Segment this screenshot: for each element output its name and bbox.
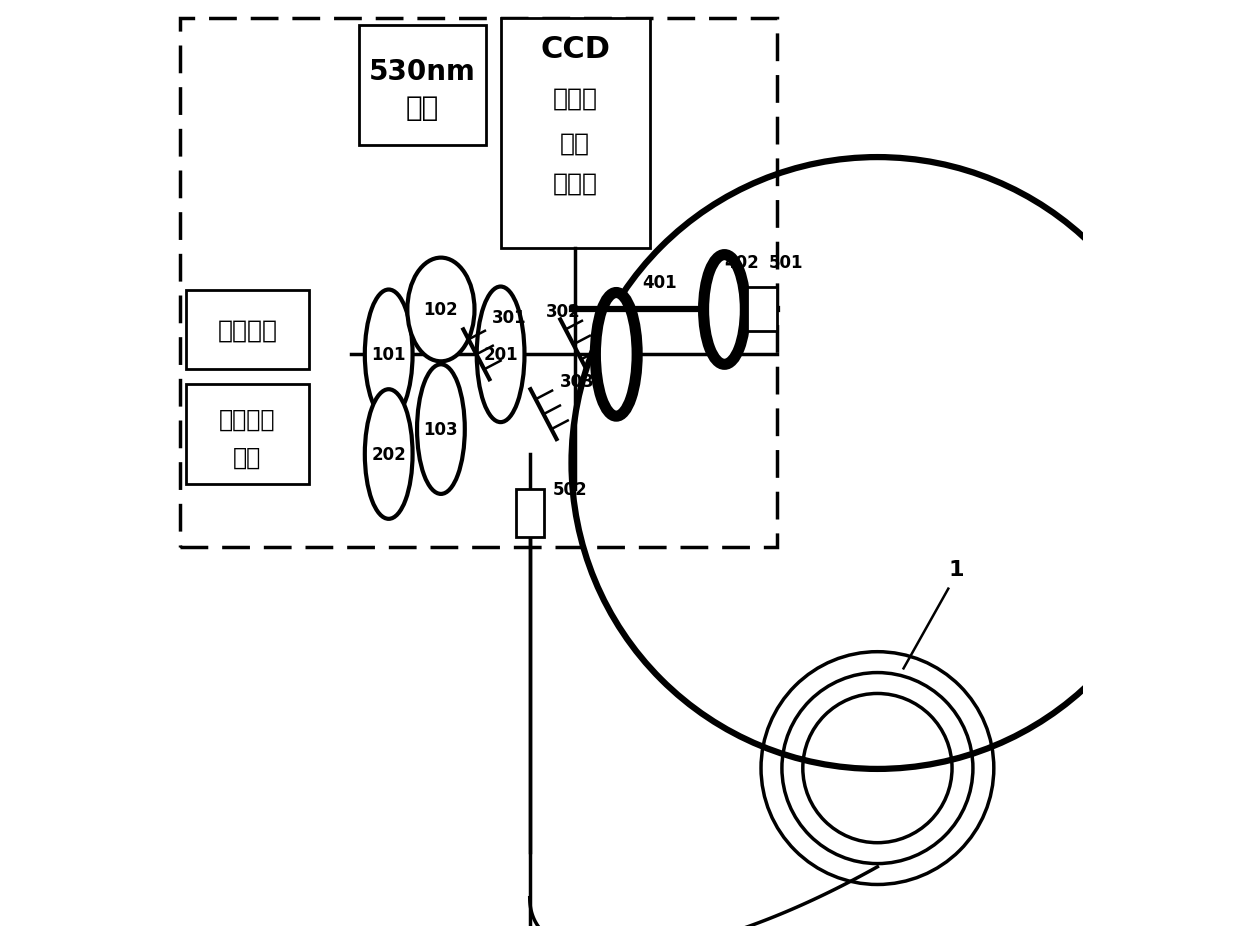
Text: 101: 101 [372,346,405,364]
Text: 502: 502 [553,480,588,499]
Ellipse shape [703,255,745,365]
Text: 模块: 模块 [233,446,262,469]
Text: CCD: CCD [541,34,610,64]
Text: 显微镜: 显微镜 [553,87,598,111]
Text: 201: 201 [484,346,518,364]
Ellipse shape [417,365,465,494]
Text: 光谱探测: 光谱探测 [219,408,275,432]
Text: 物镜组: 物镜组 [553,171,598,196]
Ellipse shape [365,290,413,420]
Text: 102: 102 [424,301,459,319]
Ellipse shape [408,259,475,362]
FancyBboxPatch shape [516,489,544,538]
Ellipse shape [595,293,637,417]
Ellipse shape [476,287,525,423]
Ellipse shape [365,389,413,519]
Text: 卤鹨光源: 卤鹨光源 [217,318,278,342]
FancyBboxPatch shape [186,385,309,485]
FancyBboxPatch shape [746,287,776,332]
Text: 303: 303 [560,373,595,391]
Text: 530nm: 530nm [368,57,476,85]
Text: 302: 302 [546,303,580,321]
Text: 综光: 综光 [405,94,439,121]
Text: 202: 202 [371,446,405,464]
Text: 1: 1 [949,559,963,579]
FancyBboxPatch shape [186,290,309,370]
Text: 501: 501 [769,253,804,272]
FancyBboxPatch shape [501,19,650,248]
FancyBboxPatch shape [358,26,486,146]
Text: 目镜: 目镜 [560,132,590,156]
Text: 103: 103 [424,421,459,438]
Text: 301: 301 [492,309,526,327]
Text: 402: 402 [724,253,759,272]
Text: 401: 401 [642,273,677,291]
